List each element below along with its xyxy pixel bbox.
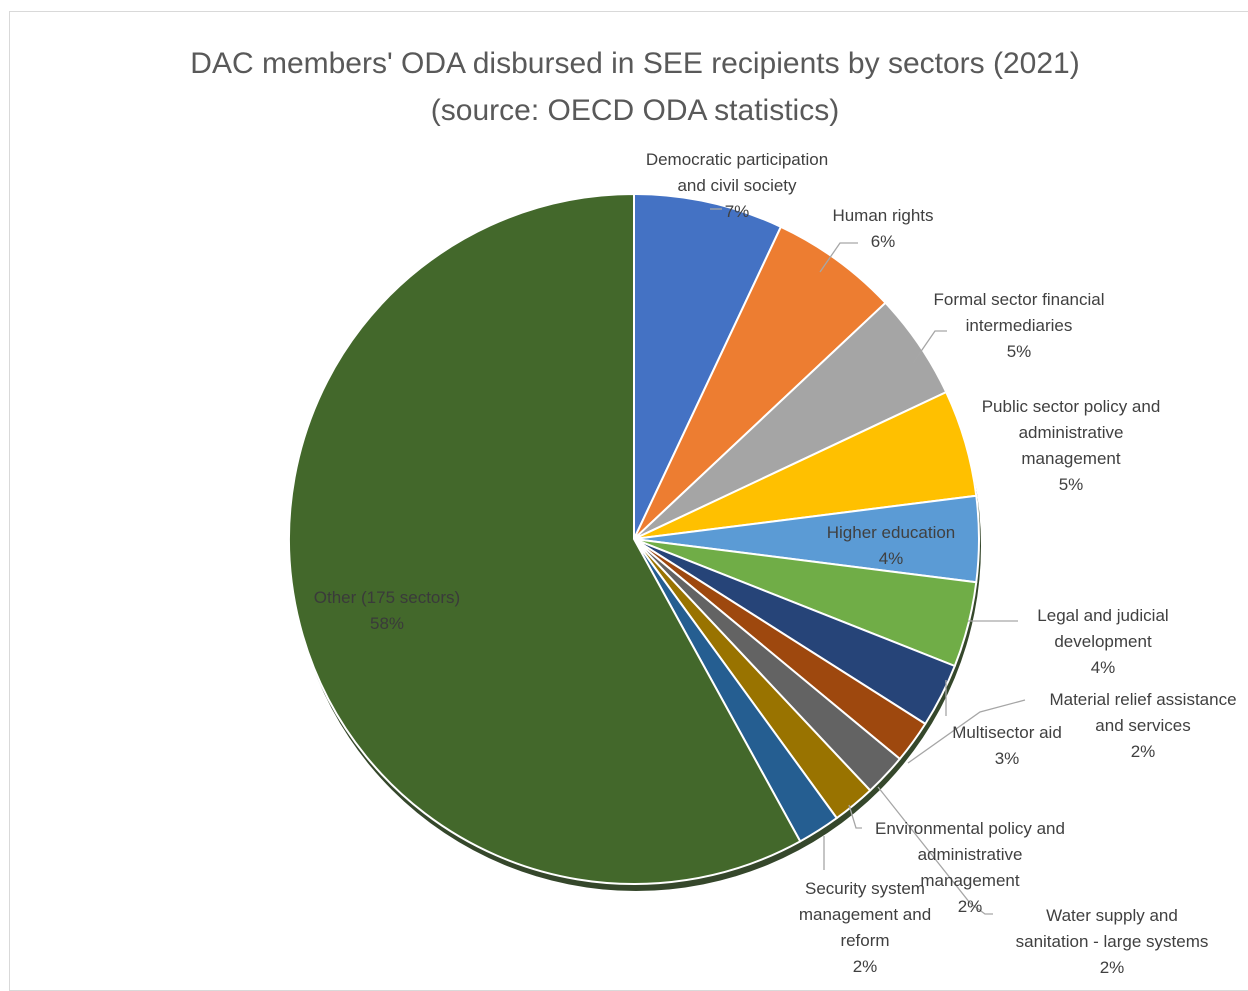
leader-line-environmental-policy-and-administrative-management	[848, 804, 862, 829]
slice-label-water-supply-and-sanitation-large-systems: Water supply and sanitation - large syste…	[1016, 906, 1209, 977]
slice-label-line: sanitation - large systems	[1016, 932, 1209, 951]
slice-label-formal-sector-financial-intermediaries: Formal sector financial intermediaries 5%	[933, 290, 1104, 361]
slice-label-line: Higher education	[827, 523, 956, 542]
slice-percent: 2%	[853, 957, 878, 976]
slice-label-other-175-sectors: Other (175 sectors) 58%	[314, 588, 460, 633]
leader-line-material-relief-assistance-and-services	[907, 699, 1026, 764]
slice-percent: 7%	[725, 202, 750, 221]
slice-label-line: management and	[799, 905, 931, 924]
slice-label-line: Human rights	[832, 206, 933, 225]
slice-percent: 4%	[879, 549, 904, 568]
slice-label-line: administrative	[1019, 423, 1124, 442]
slice-labels: Democratic participation and civil societ…	[314, 150, 1237, 977]
slice-label-line: intermediaries	[966, 316, 1073, 335]
leader-line-water-supply-and-sanitation-large-systems	[877, 786, 993, 915]
slice-label-line: Multisector aid	[952, 723, 1062, 742]
slice-label-line: and civil society	[677, 176, 797, 195]
slice-percent: 2%	[958, 897, 983, 916]
slice-label-line: and services	[1095, 716, 1190, 735]
chart-title-line-1: DAC members' ODA disbursed in SEE recipi…	[190, 47, 1080, 80]
slice-percent: 6%	[871, 232, 896, 251]
pie-slice-human-rights[interactable]	[633, 225, 887, 540]
slice-label-line: Formal sector financial	[933, 290, 1104, 309]
slice-label-higher-education: Higher education 4%	[827, 523, 956, 568]
slice-label-democratic-participation-and-civil-society: Democratic participation and civil societ…	[646, 150, 828, 221]
slice-label-line: development	[1054, 632, 1152, 651]
leader-lines	[710, 208, 1026, 915]
slice-label-legal-and-judicial-development: Legal and judicial development 4%	[1037, 606, 1168, 677]
slice-percent: 4%	[1091, 658, 1116, 677]
leader-line-human-rights	[819, 242, 858, 273]
slice-label-line: Other (175 sectors)	[314, 588, 460, 607]
slice-label-line: Security system	[805, 879, 925, 898]
slice-label-line: Public sector policy and	[982, 397, 1161, 416]
slice-percent: 2%	[1131, 742, 1156, 761]
slice-label-line: Environmental policy and	[875, 819, 1065, 838]
slice-percent: 58%	[370, 614, 404, 633]
chart-title: DAC members' ODA disbursed in SEE recipi…	[0, 40, 1248, 134]
leader-line-formal-sector-financial-intermediaries	[912, 330, 947, 364]
chart-title-line-2: (source: OECD ODA statistics)	[430, 94, 840, 127]
slice-label-public-sector-policy-and-administrative-management: Public sector policy and administrative ma…	[982, 397, 1161, 494]
slice-label-line: reform	[840, 931, 889, 950]
pie-slice-democratic-participation-and-civil-society[interactable]	[633, 193, 782, 540]
pie-slices	[288, 193, 981, 885]
slice-label-line: management	[1021, 449, 1121, 468]
slice-percent: 5%	[1059, 475, 1084, 494]
slice-label-line: Democratic participation	[646, 150, 828, 169]
slice-label-human-rights: Human rights 6%	[832, 206, 933, 251]
slice-label-multisector-aid: Multisector aid 3%	[952, 723, 1062, 768]
slice-label-material-relief-assistance-and-services: Material relief assistance and services 2%	[1049, 690, 1236, 761]
slice-label-line: management	[920, 871, 1020, 890]
slice-percent: 2%	[1100, 958, 1125, 977]
slice-label-line: Legal and judicial	[1037, 606, 1168, 625]
pie-slice-other-175-sectors[interactable]	[288, 193, 802, 885]
slice-percent: 5%	[1007, 342, 1032, 361]
slice-label-line: administrative	[918, 845, 1023, 864]
slice-label-line: Material relief assistance	[1049, 690, 1236, 709]
slice-label-security-system-management-and-reform: Security system management and reform 2%	[799, 879, 931, 976]
slice-label-environmental-policy-and-administrative-management: Environmental policy and administrative ma…	[875, 819, 1065, 916]
slice-percent: 3%	[995, 749, 1020, 768]
slice-label-line: Water supply and	[1046, 906, 1178, 925]
